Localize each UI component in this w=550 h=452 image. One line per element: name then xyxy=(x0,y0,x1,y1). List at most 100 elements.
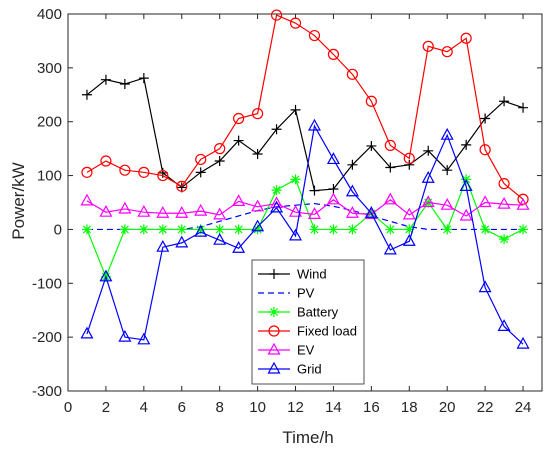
x-tick-label: 20 xyxy=(439,399,456,416)
data-point xyxy=(157,169,169,182)
data-point xyxy=(118,201,132,214)
data-point xyxy=(308,29,321,42)
data-point xyxy=(309,185,320,196)
data-point xyxy=(252,224,263,235)
data-point xyxy=(214,224,225,235)
data-point xyxy=(138,166,150,178)
data-point xyxy=(119,224,130,235)
x-axis-label: Time/h xyxy=(282,428,333,447)
plot-frame xyxy=(67,13,543,392)
legend-label: PV xyxy=(297,286,315,301)
legend-box xyxy=(251,259,365,385)
y-tick-label: -100 xyxy=(32,275,62,292)
data-point xyxy=(516,336,530,349)
x-tick-label: 22 xyxy=(477,399,494,416)
x-tick-label: 24 xyxy=(515,399,532,416)
data-point xyxy=(194,203,208,216)
data-point xyxy=(497,196,511,209)
data-point xyxy=(232,194,246,207)
data-point xyxy=(137,204,151,217)
data-point xyxy=(385,162,396,173)
data-point xyxy=(232,241,246,253)
x-tick-label: 10 xyxy=(249,399,266,416)
series-fixed-load xyxy=(81,9,529,205)
x-tick-label: 14 xyxy=(325,399,342,416)
data-point xyxy=(440,197,454,210)
data-point xyxy=(328,224,339,235)
x-tick-label: 2 xyxy=(102,399,110,416)
data-point xyxy=(403,152,415,164)
legend-entry: PV xyxy=(258,286,315,301)
x-tick-label: 18 xyxy=(401,399,418,416)
data-point xyxy=(383,192,397,205)
data-point xyxy=(138,224,149,235)
data-point xyxy=(80,193,94,206)
data-point xyxy=(404,159,415,170)
data-point xyxy=(271,185,282,196)
data-point xyxy=(156,239,170,252)
data-point xyxy=(214,143,226,155)
legend: Wind PV Battery Fixed load EV Grid xyxy=(251,259,365,385)
data-point xyxy=(269,307,279,317)
data-point xyxy=(499,234,510,245)
data-point xyxy=(100,74,111,85)
data-point xyxy=(366,140,377,151)
data-point xyxy=(119,79,130,90)
data-point xyxy=(233,224,244,235)
data-point xyxy=(213,207,227,220)
series-layer xyxy=(80,9,530,349)
series-line xyxy=(86,77,524,192)
data-point xyxy=(194,224,208,237)
data-point xyxy=(268,325,280,337)
data-point xyxy=(99,204,113,217)
data-point xyxy=(81,224,92,235)
data-point xyxy=(440,127,454,140)
legend-label: Fixed load xyxy=(297,324,357,339)
data-point xyxy=(156,206,170,218)
data-point xyxy=(290,104,301,115)
data-point xyxy=(307,207,321,219)
data-point xyxy=(289,228,303,241)
data-point xyxy=(478,195,492,208)
data-point xyxy=(345,184,359,197)
data-point xyxy=(213,232,227,245)
data-point xyxy=(326,152,340,165)
legend-label: Battery xyxy=(297,305,339,320)
series-line xyxy=(86,124,524,345)
data-point xyxy=(195,224,206,235)
series-pv xyxy=(86,202,524,231)
data-point xyxy=(327,48,340,60)
data-point xyxy=(421,195,435,208)
legend-entry: Fixed load xyxy=(258,324,357,339)
data-point xyxy=(81,166,93,178)
series-grid xyxy=(80,118,530,349)
data-point xyxy=(383,242,397,255)
data-point xyxy=(497,319,511,331)
data-point xyxy=(119,164,131,176)
y-tick-label: 200 xyxy=(37,114,62,131)
data-point xyxy=(328,184,339,195)
data-point xyxy=(461,139,472,150)
data-point xyxy=(518,102,529,113)
data-point xyxy=(233,135,244,146)
data-point xyxy=(422,40,434,52)
data-point xyxy=(516,197,530,210)
data-point xyxy=(347,224,358,235)
legend-entry: Grid xyxy=(258,362,322,377)
data-point xyxy=(251,199,265,212)
data-point xyxy=(480,224,491,235)
data-point xyxy=(290,174,301,185)
data-point xyxy=(517,193,529,205)
data-point xyxy=(423,145,434,156)
data-point xyxy=(267,361,281,374)
data-point xyxy=(441,46,453,58)
data-point xyxy=(480,113,491,124)
data-point xyxy=(309,224,320,235)
data-point xyxy=(442,165,453,176)
data-point xyxy=(421,171,435,183)
data-point xyxy=(346,68,358,80)
data-point xyxy=(402,234,416,246)
data-point xyxy=(384,139,396,152)
data-point xyxy=(289,17,302,29)
legend-entry: Battery xyxy=(258,305,339,320)
